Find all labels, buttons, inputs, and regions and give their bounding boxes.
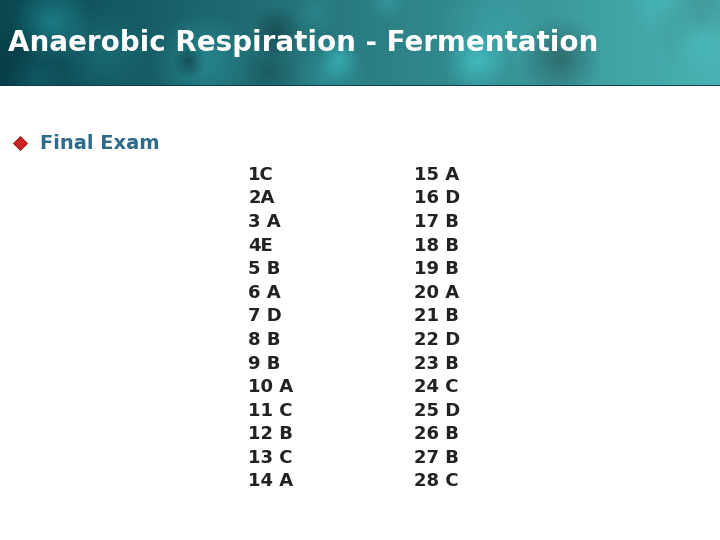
Text: 23 B: 23 B: [414, 355, 459, 373]
Text: 3 A: 3 A: [248, 213, 281, 231]
Text: 7 D: 7 D: [248, 307, 282, 326]
Text: 10 A: 10 A: [248, 378, 294, 396]
Text: 28 C: 28 C: [414, 472, 459, 490]
Text: 8 B: 8 B: [248, 331, 281, 349]
Text: 26 B: 26 B: [414, 426, 459, 443]
Text: 17 B: 17 B: [414, 213, 459, 231]
Text: 22 D: 22 D: [414, 331, 460, 349]
Text: 15 A: 15 A: [414, 166, 459, 184]
Text: 1C: 1C: [248, 166, 274, 184]
Text: 27 B: 27 B: [414, 449, 459, 467]
Text: 21 B: 21 B: [414, 307, 459, 326]
Text: 24 C: 24 C: [414, 378, 459, 396]
Text: 2A: 2A: [248, 190, 275, 207]
Text: 25 D: 25 D: [414, 402, 460, 420]
Text: 20 A: 20 A: [414, 284, 459, 302]
Text: 6 A: 6 A: [248, 284, 281, 302]
Text: 4E: 4E: [248, 237, 273, 255]
Text: 9 B: 9 B: [248, 355, 281, 373]
Text: 19 B: 19 B: [414, 260, 459, 278]
Text: 11 C: 11 C: [248, 402, 293, 420]
Text: Final Exam: Final Exam: [40, 133, 160, 153]
Text: 16 D: 16 D: [414, 190, 460, 207]
Text: 18 B: 18 B: [414, 237, 459, 255]
Text: 14 A: 14 A: [248, 472, 294, 490]
Text: 5 B: 5 B: [248, 260, 281, 278]
Text: 12 B: 12 B: [248, 426, 293, 443]
Text: Anaerobic Respiration - Fermentation: Anaerobic Respiration - Fermentation: [8, 29, 598, 57]
Text: 13 C: 13 C: [248, 449, 293, 467]
